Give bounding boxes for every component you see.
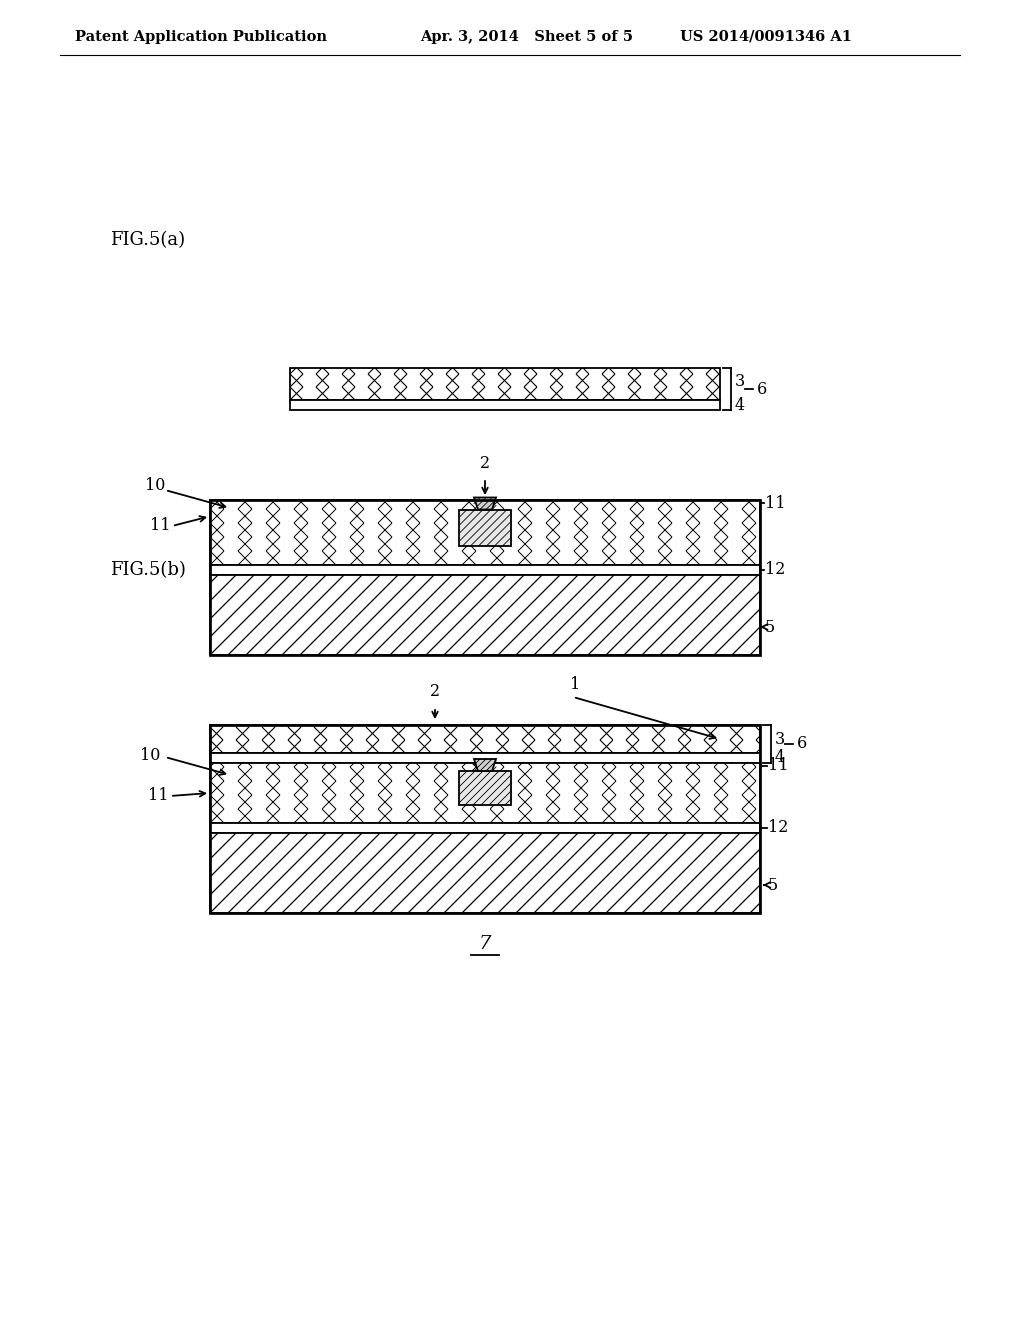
Bar: [210, 565, 760, 576]
Bar: [210, 763, 760, 822]
Bar: [290, 368, 720, 400]
Text: 2: 2: [430, 682, 440, 700]
Text: 3: 3: [735, 374, 745, 391]
Text: 5: 5: [768, 876, 778, 894]
Text: FIG.5(b): FIG.5(b): [110, 561, 186, 579]
Text: 6: 6: [797, 735, 807, 752]
Text: 4: 4: [735, 396, 745, 413]
Text: 4: 4: [775, 750, 785, 767]
Text: 10: 10: [140, 747, 161, 763]
Bar: [290, 400, 720, 411]
Text: 1: 1: [570, 676, 581, 693]
Bar: [459, 771, 511, 805]
Text: 11: 11: [768, 758, 788, 775]
Text: 10: 10: [145, 477, 165, 494]
Bar: [210, 500, 760, 655]
Text: 11: 11: [150, 517, 170, 535]
Text: 12: 12: [768, 820, 788, 837]
Bar: [210, 822, 760, 833]
Bar: [210, 833, 760, 913]
Text: 6: 6: [757, 380, 767, 397]
Text: 7: 7: [479, 935, 492, 953]
Text: 11: 11: [765, 495, 785, 511]
Bar: [210, 500, 760, 565]
Text: Apr. 3, 2014   Sheet 5 of 5: Apr. 3, 2014 Sheet 5 of 5: [420, 30, 633, 44]
Text: 2: 2: [480, 455, 490, 473]
Text: FIG.5(a): FIG.5(a): [110, 231, 185, 249]
Text: 12: 12: [765, 561, 785, 578]
Text: 3: 3: [775, 730, 785, 747]
Polygon shape: [474, 759, 496, 771]
Text: US 2014/0091346 A1: US 2014/0091346 A1: [680, 30, 852, 44]
Bar: [210, 752, 760, 763]
Text: Patent Application Publication: Patent Application Publication: [75, 30, 327, 44]
Text: 11: 11: [147, 788, 168, 804]
Polygon shape: [474, 498, 496, 510]
Bar: [210, 725, 760, 913]
Bar: [459, 510, 511, 545]
Bar: [210, 725, 760, 752]
Bar: [210, 576, 760, 655]
Text: 5: 5: [765, 619, 775, 635]
